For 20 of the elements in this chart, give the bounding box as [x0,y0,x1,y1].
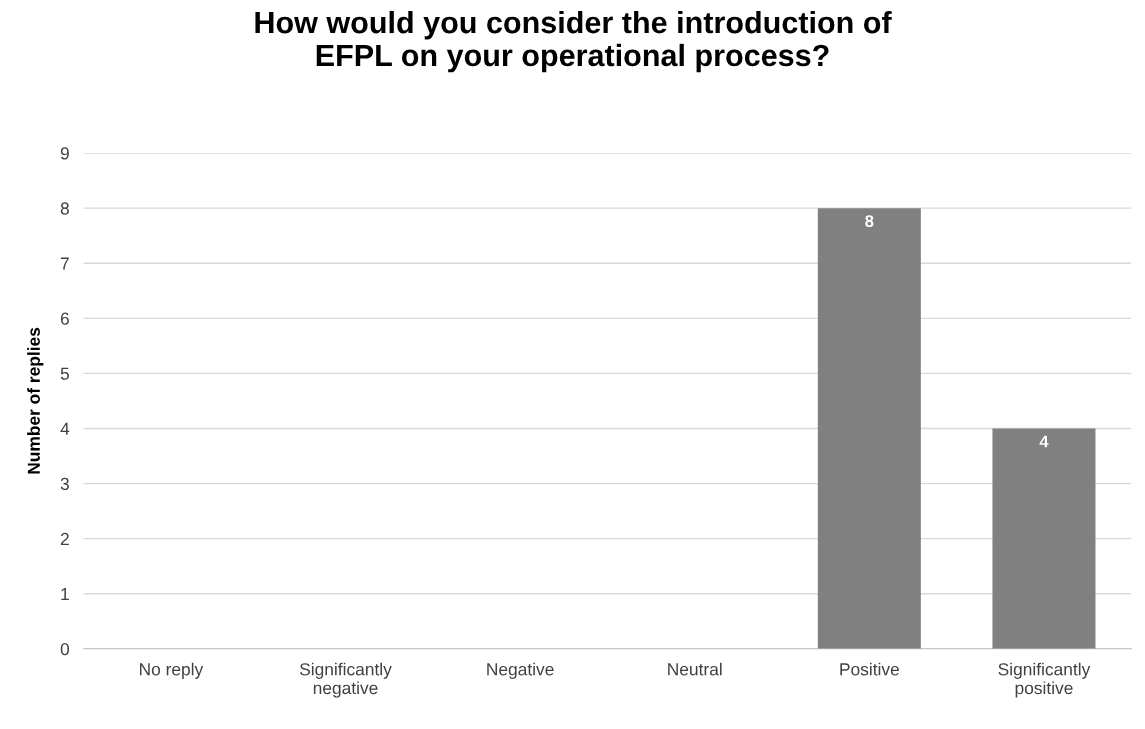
x-tick-label: Positive [840,662,899,676]
y-tick-label: 6 [60,312,69,325]
x-tick-label: No reply [139,662,204,679]
y-tick-label: 8 [60,202,69,215]
y-axis-title: Number of replies [27,327,44,474]
x-tick-label: Significantly positive [998,662,1091,698]
y-tick-label: 5 [60,367,69,380]
x-tick-label: Significantly negative [299,662,392,698]
y-tick-label: 4 [60,422,70,435]
y-tick-label: 1 [61,588,69,601]
y-tick-label: 9 [60,147,69,160]
y-tick-label: 7 [60,257,69,270]
data-label: 8 [865,215,874,228]
y-tick-label: 3 [60,477,69,491]
y-tick-label: 2 [60,532,69,545]
chart-title: How would you consider the introduction of EFPL on your operational process? [255,10,892,73]
x-tick-label: Neutral [668,662,722,676]
x-tick-label: Negative [487,662,554,679]
data-label: 4 [1039,435,1049,448]
y-tick-label: 0 [60,642,70,656]
